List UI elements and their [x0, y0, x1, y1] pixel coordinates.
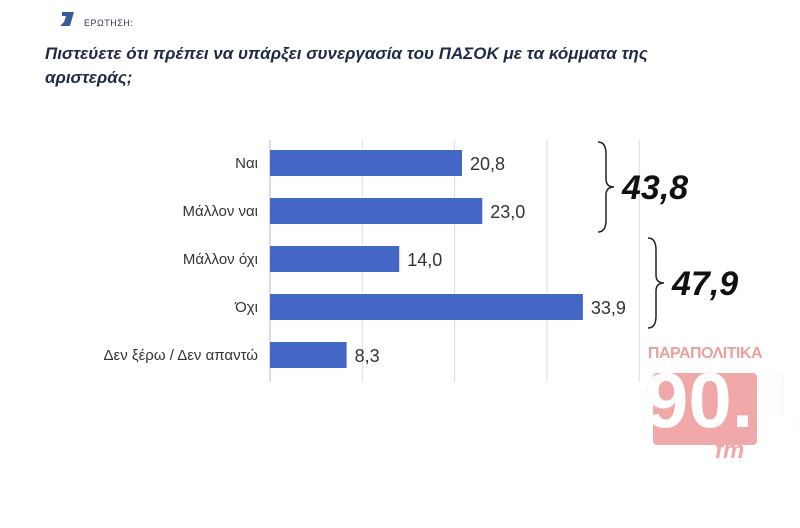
bar	[270, 246, 400, 272]
category-label: Όχι	[234, 299, 258, 316]
value-label: 33,9	[591, 298, 626, 318]
value-label: 14,0	[407, 250, 442, 270]
logo-frequency: 90.1	[645, 356, 797, 444]
group-brace	[647, 237, 665, 329]
logo-brand: ΠΑΡΑΠΟΛΙΤΙΚΑ	[647, 345, 763, 362]
category-label: Ναι	[235, 155, 258, 172]
category-label: Μάλλον ναι	[183, 203, 258, 220]
bar	[270, 198, 483, 224]
question-number-icon	[60, 12, 74, 26]
radio-logo: ΠΑΡΑΠΟΛΙΤΙΚΑ 90.1 fm	[645, 345, 797, 470]
group-total-label: 43,8	[621, 169, 688, 207]
group-total-label: 47,9	[671, 265, 738, 303]
bar	[270, 150, 462, 176]
bar	[270, 342, 347, 368]
value-label: 23,0	[490, 202, 525, 222]
logo-fm: fm	[715, 437, 745, 464]
value-label: 8,3	[355, 346, 380, 366]
category-label: Μάλλον όχι	[183, 251, 258, 268]
question-label: ΕΡΩΤΗΣΗ:	[84, 18, 134, 28]
category-label: Δεν ξέρω / Δεν απαντώ	[104, 347, 259, 364]
bar	[270, 294, 583, 320]
chart-title: Πιστεύετε ότι πρέπει να υπάρξει συνεργασ…	[45, 44, 648, 87]
group-brace	[597, 141, 615, 233]
value-label: 20,8	[470, 154, 505, 174]
logo-badge	[653, 373, 757, 445]
